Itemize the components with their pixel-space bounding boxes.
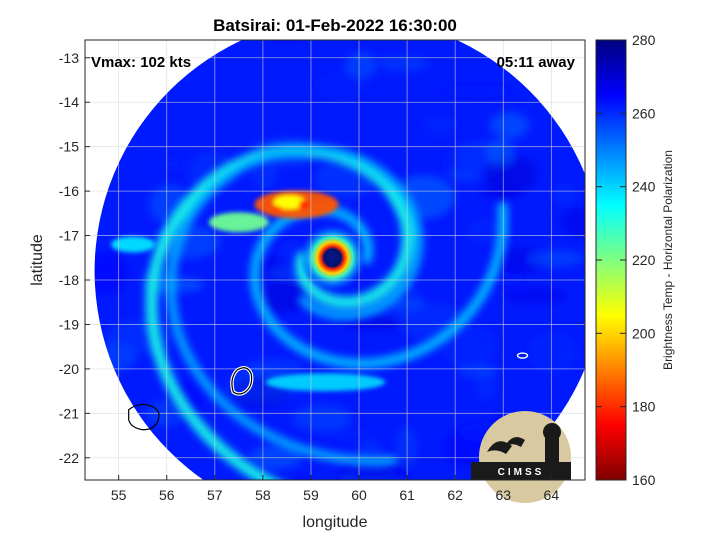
x-tick-label: 61	[399, 487, 415, 503]
swath-patch	[396, 426, 417, 469]
y-tick-label: -18	[59, 272, 79, 288]
swath-patch	[447, 168, 480, 182]
x-tick-label: 64	[544, 487, 560, 503]
swath-patch	[528, 250, 583, 267]
swath-patch	[316, 74, 368, 98]
swath-patch	[503, 287, 567, 304]
swath-patch	[486, 139, 514, 167]
colorbar-tick-label: 220	[632, 252, 656, 268]
colorbar-label: Brightness Temp - Horizontal Polarizatio…	[661, 150, 675, 370]
convective-cell	[209, 212, 269, 232]
swath-patch	[160, 158, 185, 170]
x-tick-label: 58	[255, 487, 271, 503]
colorbar-tick-label: 260	[632, 105, 656, 121]
swath-patch	[444, 85, 512, 98]
storm-eyewall	[299, 224, 367, 292]
x-axis-label: longitude	[303, 514, 368, 531]
y-tick-label: -13	[59, 50, 79, 66]
swath-patch	[368, 494, 390, 509]
x-tick-label: 56	[159, 487, 175, 503]
x-tick-label: 60	[351, 487, 367, 503]
y-tick-label: -20	[59, 361, 79, 377]
colorbar-tick-label: 200	[632, 325, 656, 341]
swath-patch	[480, 186, 523, 201]
convective-cell	[111, 236, 155, 252]
y-tick-label: -15	[59, 139, 79, 155]
swath-patch	[293, 404, 351, 432]
colorbar-tick-label: 240	[632, 179, 656, 195]
convective-core	[273, 206, 281, 212]
y-tick-label: -16	[59, 183, 79, 199]
x-tick-label: 57	[207, 487, 223, 503]
swath-patch	[490, 112, 529, 139]
logo-tower-tank	[543, 423, 561, 441]
chart-title: Batsirai: 01-Feb-2022 16:30:00	[213, 16, 457, 35]
convective-cell	[265, 373, 385, 391]
x-tick-label: 62	[447, 487, 463, 503]
swath-patch	[529, 332, 578, 373]
y-tick-label: -22	[59, 450, 79, 466]
y-tick-label: -21	[59, 405, 79, 421]
y-tick-label: -19	[59, 316, 79, 332]
x-tick-label: 63	[495, 487, 511, 503]
time-away-label: 05:11 away	[497, 54, 576, 71]
y-tick-label: -14	[59, 94, 79, 110]
y-tick-label: -17	[59, 228, 79, 244]
colorbar-tick-label: 160	[632, 472, 656, 488]
y-axis-label: latitude	[29, 234, 46, 286]
vmax-label: Vmax: 102 kts	[91, 54, 191, 71]
colorbar-tick-label: 280	[632, 32, 656, 48]
convective-core	[299, 200, 309, 208]
x-tick-label: 55	[111, 487, 127, 503]
logo-text: CIMSS	[498, 467, 545, 478]
colorbar-tick-label: 180	[632, 399, 656, 415]
swath-patch	[423, 116, 457, 136]
swath-patch	[552, 186, 576, 205]
x-tick-label: 59	[303, 487, 319, 503]
